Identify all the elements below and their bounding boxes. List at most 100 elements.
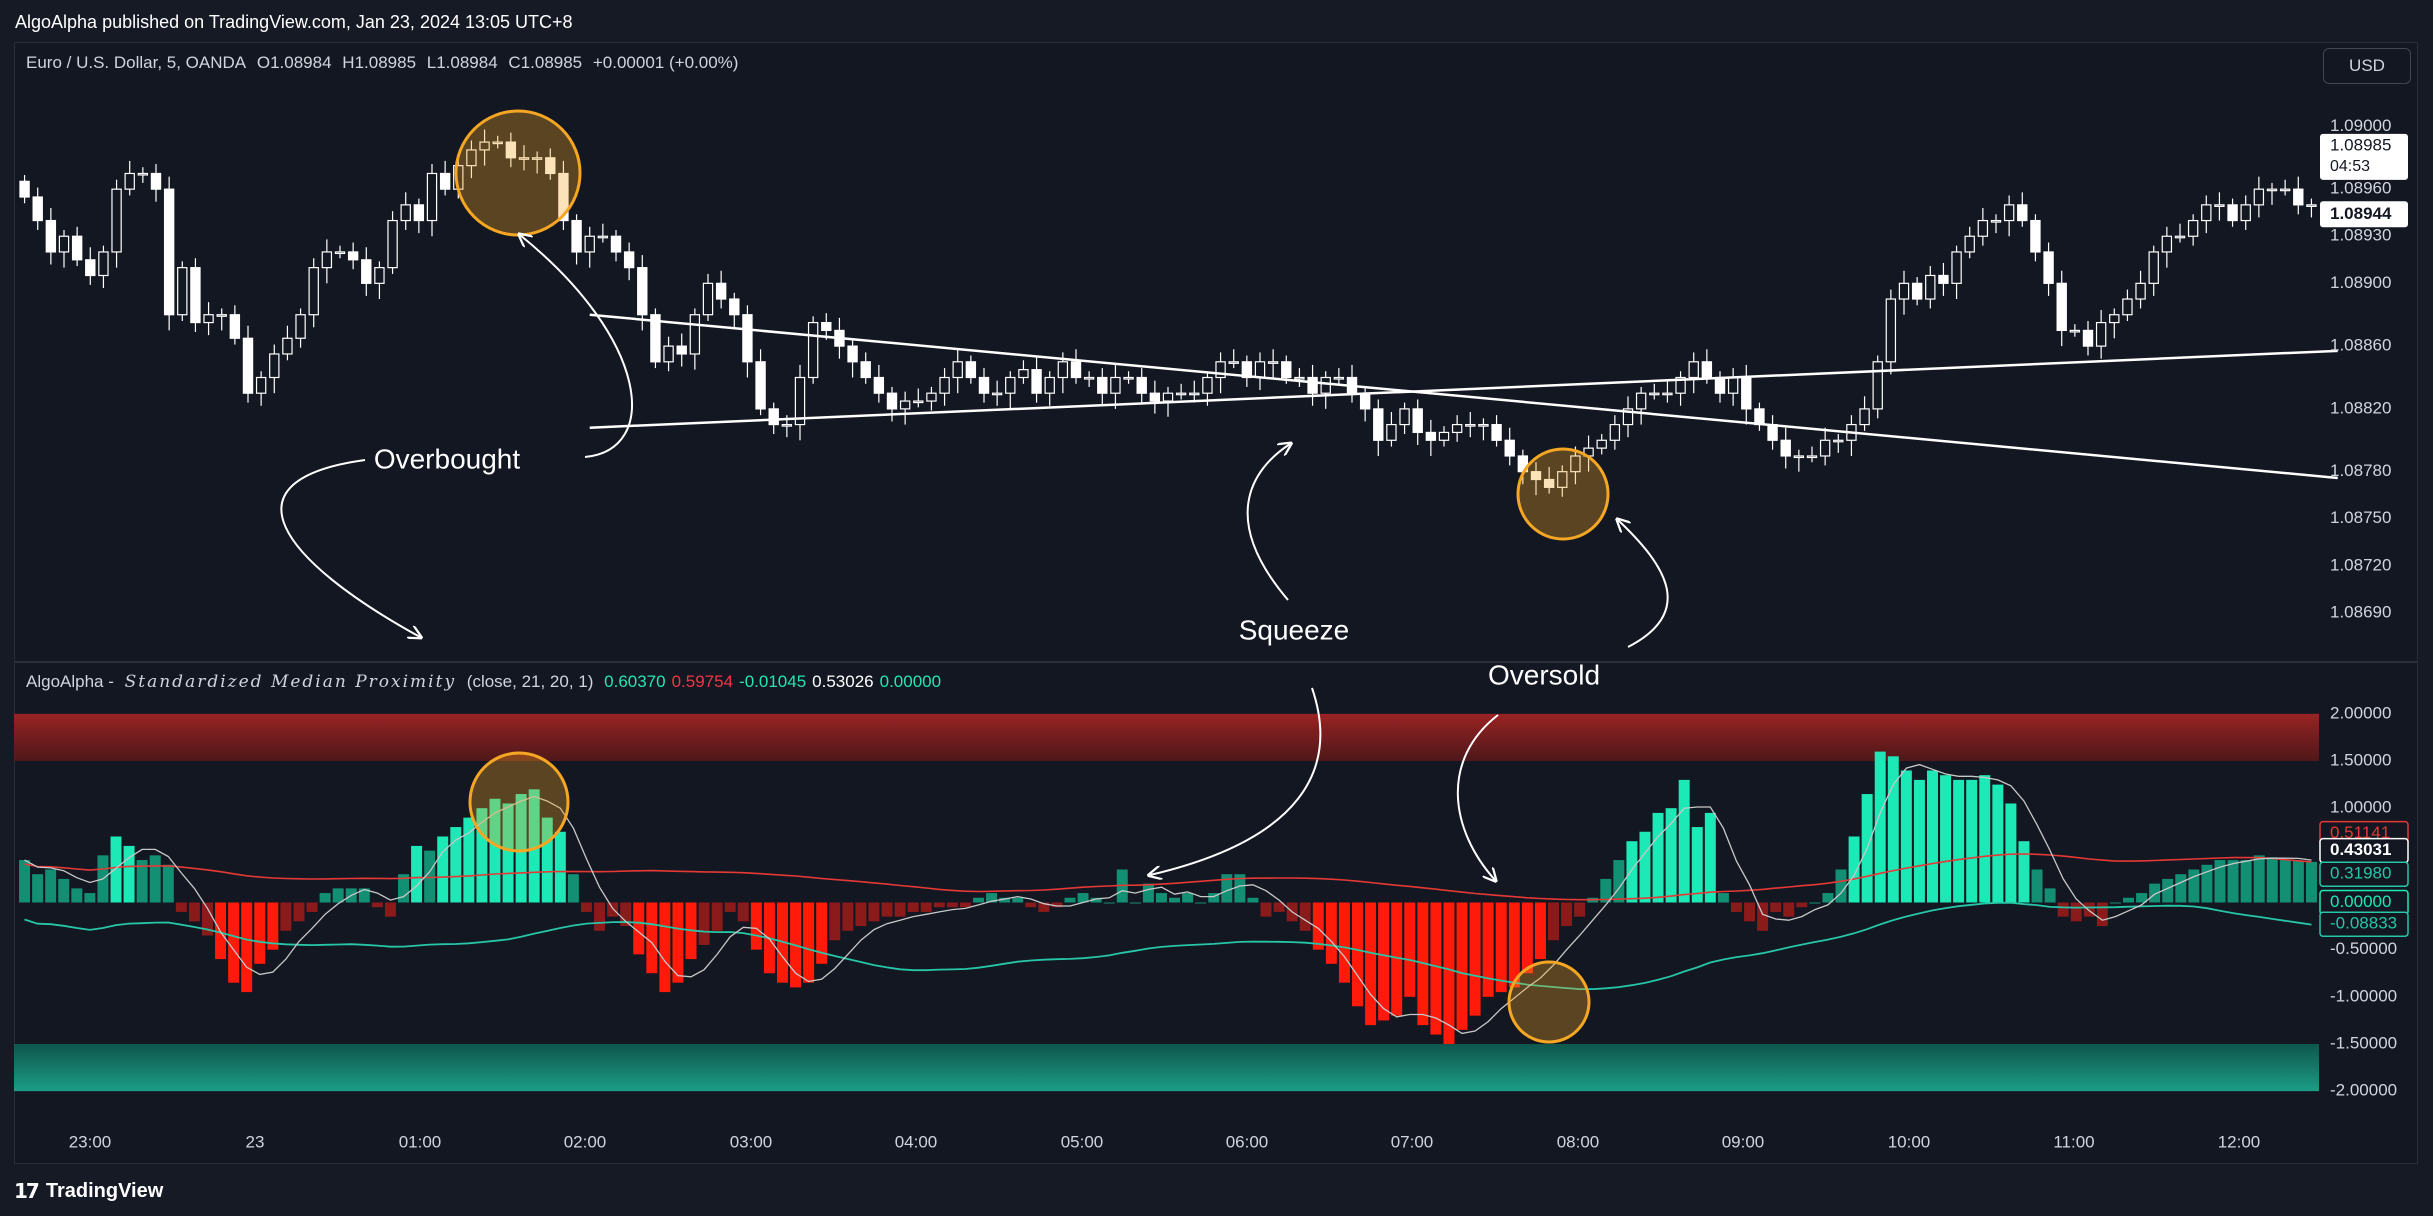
candle[interactable]: [1543, 466, 1555, 494]
histogram-bar[interactable]: [1312, 902, 1324, 950]
candle[interactable]: [2017, 192, 2028, 227]
histogram-bar[interactable]: [1365, 902, 1377, 1026]
histogram-bar[interactable]: [1835, 869, 1847, 903]
histogram-bar[interactable]: [1822, 893, 1834, 903]
histogram-bar[interactable]: [332, 888, 344, 903]
candle[interactable]: [1662, 380, 1673, 403]
candle[interactable]: [1438, 426, 1450, 447]
histogram-bar[interactable]: [711, 902, 723, 931]
histogram-bar[interactable]: [1338, 902, 1350, 983]
histogram-bar[interactable]: [1025, 902, 1037, 908]
histogram-bar[interactable]: [1247, 897, 1259, 903]
candle[interactable]: [229, 305, 241, 345]
histogram-bar[interactable]: [2175, 874, 2187, 903]
candle[interactable]: [965, 355, 977, 384]
histogram-bar[interactable]: [999, 897, 1011, 903]
candle[interactable]: [1688, 352, 1699, 394]
histogram-bar[interactable]: [162, 864, 174, 903]
histogram-bar[interactable]: [1979, 775, 1991, 903]
candle[interactable]: [505, 132, 517, 168]
histogram-bar[interactable]: [450, 827, 462, 903]
histogram-bar[interactable]: [2201, 864, 2213, 903]
indicator-author[interactable]: AlgoAlpha -: [26, 672, 114, 691]
histogram-bar[interactable]: [1691, 827, 1703, 903]
candle[interactable]: [150, 164, 162, 202]
candle[interactable]: [1951, 245, 1962, 300]
histogram-bar[interactable]: [1456, 902, 1468, 1030]
histogram-bar[interactable]: [959, 902, 971, 908]
histogram-bar[interactable]: [476, 808, 488, 903]
histogram-bar[interactable]: [933, 902, 945, 908]
candle[interactable]: [1675, 371, 1686, 406]
histogram-bar[interactable]: [1770, 902, 1782, 912]
candle[interactable]: [98, 245, 109, 289]
candle[interactable]: [71, 226, 83, 267]
histogram-bar[interactable]: [1051, 902, 1063, 908]
histogram-bar[interactable]: [463, 817, 475, 903]
candle[interactable]: [1754, 402, 1765, 431]
histogram-bar[interactable]: [1900, 770, 1912, 903]
candle[interactable]: [163, 176, 175, 331]
histogram-bar[interactable]: [842, 902, 854, 931]
candle[interactable]: [2095, 310, 2107, 359]
candle[interactable]: [2043, 242, 2054, 296]
histogram-bar[interactable]: [489, 798, 501, 903]
histogram-bar[interactable]: [1443, 902, 1455, 1044]
candle[interactable]: [2253, 176, 2265, 218]
candle[interactable]: [1451, 415, 1463, 442]
histogram-bar[interactable]: [2149, 883, 2161, 903]
candle[interactable]: [794, 364, 806, 441]
histogram-bar[interactable]: [306, 902, 318, 912]
candle[interactable]: [847, 339, 858, 378]
histogram-bar[interactable]: [1325, 902, 1337, 964]
candle[interactable]: [597, 223, 609, 243]
candle[interactable]: [1005, 371, 1016, 409]
histogram-bar[interactable]: [1940, 775, 1952, 903]
histogram-bar[interactable]: [1927, 770, 1938, 903]
candle[interactable]: [1333, 368, 1345, 384]
candle[interactable]: [1346, 364, 1358, 403]
histogram-bar[interactable]: [1469, 902, 1481, 1016]
candle[interactable]: [637, 255, 648, 331]
candle[interactable]: [1727, 368, 1739, 406]
candle[interactable]: [269, 344, 280, 394]
histogram-bar[interactable]: [1378, 902, 1390, 1021]
candle[interactable]: [1911, 277, 1923, 306]
histogram-bar[interactable]: [411, 845, 423, 903]
histogram-bar[interactable]: [633, 902, 645, 955]
candle[interactable]: [439, 160, 451, 196]
candle[interactable]: [939, 368, 950, 406]
histogram-bar[interactable]: [398, 874, 409, 903]
histogram-bar[interactable]: [1352, 902, 1363, 1007]
histogram-bar[interactable]: [973, 897, 984, 903]
histogram-bar[interactable]: [567, 874, 579, 903]
histogram-bar[interactable]: [1600, 878, 1612, 903]
candle[interactable]: [2227, 198, 2238, 227]
histogram-bar[interactable]: [2188, 869, 2200, 903]
histogram-bar[interactable]: [2083, 902, 2095, 917]
candle[interactable]: [413, 198, 425, 234]
candle[interactable]: [321, 239, 333, 284]
histogram-bar[interactable]: [1155, 893, 1167, 903]
histogram-bar[interactable]: [2240, 860, 2252, 903]
histogram-bar[interactable]: [554, 831, 566, 903]
candle[interactable]: [2306, 198, 2317, 218]
candle[interactable]: [1083, 371, 1095, 387]
histogram-bar[interactable]: [71, 888, 83, 903]
histogram-bar[interactable]: [1665, 808, 1677, 903]
indicator-title[interactable]: Standardized Median Proximity: [124, 672, 457, 692]
candle[interactable]: [623, 242, 635, 281]
histogram-bar[interactable]: [1391, 902, 1403, 1016]
candle[interactable]: [913, 388, 924, 408]
histogram-bar[interactable]: [1966, 779, 1978, 903]
candle[interactable]: [255, 371, 267, 406]
candle[interactable]: [466, 140, 477, 179]
histogram-bar[interactable]: [19, 860, 31, 903]
candle[interactable]: [45, 208, 57, 265]
candle[interactable]: [177, 261, 188, 321]
histogram-bar[interactable]: [358, 888, 370, 903]
candle[interactable]: [1938, 262, 1949, 296]
histogram-bar[interactable]: [1521, 902, 1533, 974]
candle[interactable]: [1149, 380, 1161, 414]
candle[interactable]: [1635, 386, 1647, 425]
